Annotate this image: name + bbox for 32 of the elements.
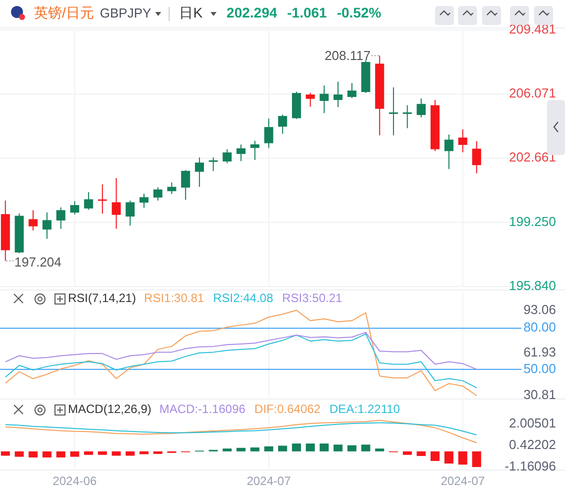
text: RSI3:50.21 [282, 291, 343, 306]
text: RSI2:44.08 [213, 291, 274, 306]
y-tick-label: 206.071 [509, 86, 556, 101]
y-tick-label: 209.481 [509, 21, 556, 36]
x-tick-label: 2024-07 [246, 474, 292, 488]
text: -1.061 [287, 4, 328, 21]
y-tick-label: 93.06 [523, 302, 556, 317]
chart-title: MACD(12,26,9) [68, 402, 152, 416]
x-tick-label: 2024-07 [440, 474, 486, 488]
y-tick-label: 30.81 [523, 387, 556, 402]
y-tick-label: 2.00501 [509, 416, 556, 431]
text: 日K [179, 4, 204, 21]
series-label: DIF:0.64062 [254, 402, 321, 416]
text: -0.52% [336, 4, 382, 21]
series-label: DEA:1.22110 [329, 402, 400, 416]
ref-line-label: 50.00 [523, 360, 556, 376]
y-tick-label: 0.42202 [509, 437, 556, 452]
chart-subtitle: GBPJPY [100, 5, 152, 20]
chart-title: 英镑/日元 [34, 4, 94, 21]
text: 202.294 [226, 4, 278, 21]
annotation: 197.204 [14, 254, 62, 270]
y-tick-label: 61.93 [523, 344, 556, 360]
ref-line-label: 80.00 [523, 320, 556, 335]
text: RSI1:30.81 [144, 291, 204, 306]
y-tick-label: 202.661 [509, 150, 556, 165]
y-tick-label: 199.250 [509, 214, 556, 229]
y-tick-label: -1.16096 [504, 458, 556, 474]
chart-title: RSI(7,14,21) [68, 291, 136, 306]
y-tick-label: 195.840 [509, 278, 556, 293]
x-tick-label: 2024-06 [52, 474, 98, 488]
annotation: 208.117 [324, 48, 371, 64]
annotation: MACD:-1.16096 [159, 402, 246, 416]
